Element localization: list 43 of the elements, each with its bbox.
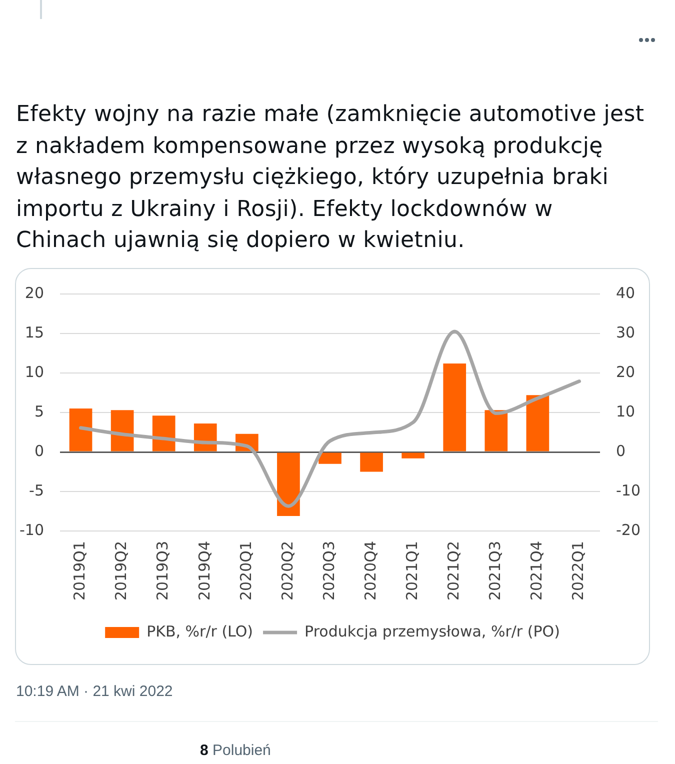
bar [526,395,550,452]
y-tick-label: 20 [24,284,44,302]
x-tick-label: 2019Q1 [70,541,89,601]
y-tick-label: 10 [24,362,44,381]
x-tick-label: 2019Q3 [154,541,172,601]
y2-tick-label: 10 [616,402,636,420]
y-tick-label: -10 [20,520,44,539]
x-tick-label: 2019Q4 [195,541,214,601]
x-tick-label: 2020Q4 [361,541,380,601]
bar [402,452,424,458]
x-tick-label: 2020Q2 [278,541,296,601]
bar [110,410,134,452]
chart-title: Efekty wojny na razie małe (zamknięcie automotive jest z nakładem kompensowane przez wysoką produkcję własnego przemysłu ciężkiego, który uzupełnia braki importu z Ukrainy i Rosji). Efekty lockdownów w Chinach ujawnią się dopiero w kwietniu. [16,101,646,255]
x-tick-label: 2020Q3 [320,541,338,601]
bar [318,452,342,464]
y2-tick-label: 20 [616,362,636,381]
legend-label: Produkcja przemysłowa, %r/r (PO) [304,622,560,640]
bar [360,452,383,472]
x-tick-label: 2022Q1 [569,541,588,601]
x-tick-label: 2021Q4 [528,541,546,601]
text: 10:19 AM · 21 kwi 2022 [16,683,173,700]
bar [277,452,300,516]
bar [443,364,466,452]
bar [152,416,176,452]
y2-tick-label: -20 [616,520,640,539]
y-tick-label: -5 [29,481,44,500]
y2-tick-label: -10 [616,481,640,500]
y-tick-label: 15 [24,323,44,342]
y2-tick-label: 40 [616,284,636,302]
bar [69,408,92,452]
legend-label: PKB, %r/r (LO) [146,622,254,640]
text: 8 Polubień [200,742,271,759]
y-tick-label: 0 [34,442,44,460]
x-tick-label: 2021Q2 [444,541,463,601]
y2-tick-label: 0 [616,442,626,460]
x-tick-label: 2021Q1 [402,541,421,601]
y2-tick-label: 30 [616,323,636,342]
line-series [79,330,581,508]
x-tick-label: 2019Q2 [112,541,130,601]
x-tick-label: 2021Q3 [486,541,504,601]
y-tick-label: 5 [34,402,44,420]
bar [484,410,508,452]
x-tick-label: 2020Q1 [236,541,255,601]
